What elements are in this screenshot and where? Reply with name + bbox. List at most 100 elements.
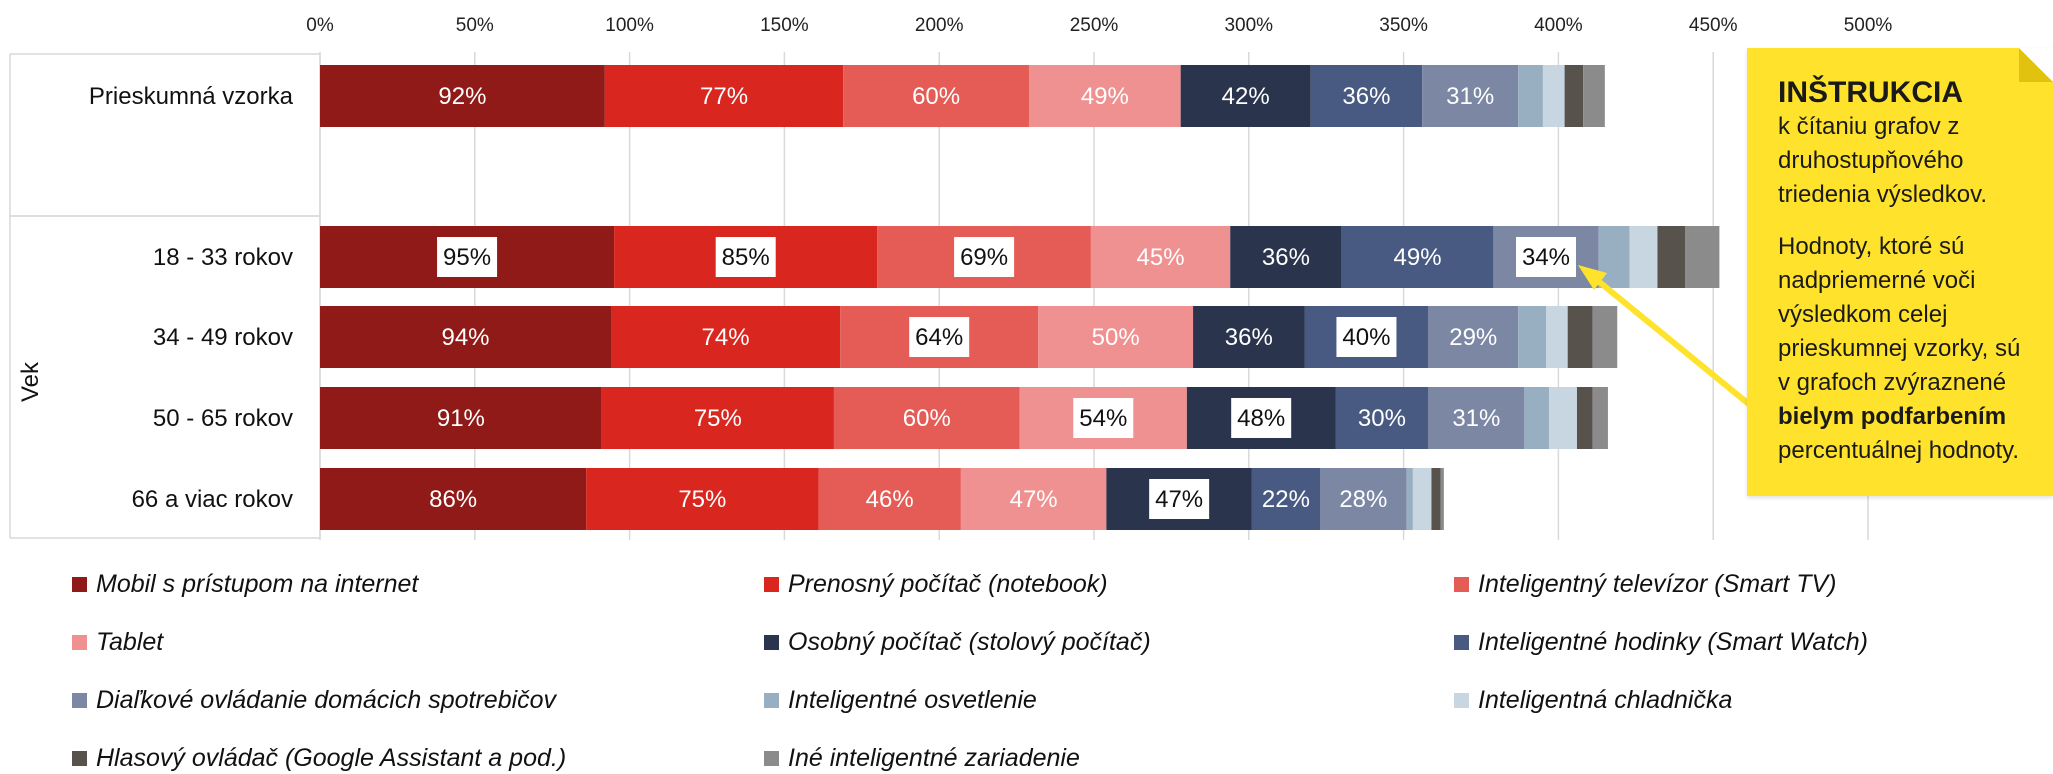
bar-segment [1592, 306, 1618, 368]
bar-segment [1335, 387, 1429, 449]
data-label: 69% [960, 244, 1008, 271]
bar-segment [1657, 226, 1686, 288]
row-label-frames [9, 53, 321, 539]
legend-label: Tablet [96, 628, 164, 656]
data-label: 74% [702, 324, 750, 351]
bar-segment [1428, 387, 1525, 449]
bar-segment [1180, 65, 1311, 127]
legend-item: Mobil s prístupom na internet [72, 570, 418, 599]
data-label: 28% [1339, 486, 1387, 513]
bar-segment [1038, 306, 1194, 368]
bar-segment [1564, 65, 1584, 127]
data-label: 48% [1237, 405, 1285, 432]
frame-age [9, 215, 321, 539]
note-paragraph-1: k čítaniu grafov z druhostupňového tried… [1778, 113, 1987, 208]
group-label-vek: Vek [17, 361, 44, 402]
data-label: 46% [866, 486, 914, 513]
note-text-bold: bielym podfarbením [1778, 403, 2007, 430]
bar-segment [1090, 226, 1231, 288]
note-pointer-arrow [1578, 265, 1752, 408]
data-label: 42% [1222, 83, 1270, 110]
legend-swatch [1454, 577, 1469, 592]
legend-label: Inteligentné hodinky (Smart Watch) [1478, 628, 1869, 656]
x-tick-label: 50% [456, 15, 494, 36]
data-labels: 92% 77% 60% 49% 42% 36% 31% 95% 85% 69% 45% 36% 49% 3… [429, 83, 1577, 519]
bar-segment [1518, 65, 1543, 127]
bar-segment [1028, 65, 1181, 127]
data-label: 94% [441, 324, 489, 351]
x-tick-label: 0% [306, 15, 334, 36]
x-tick-label: 200% [915, 15, 964, 36]
x-tick-label: 350% [1379, 15, 1428, 36]
category-label: Prieskumná vzorka [89, 83, 294, 110]
bar-segment [586, 468, 819, 530]
bars [320, 65, 1720, 530]
x-tick-label: 400% [1534, 15, 1583, 36]
legend-item: Inteligentná chladnička [1454, 686, 1732, 715]
data-label: 60% [912, 83, 960, 110]
data-label: 40% [1342, 324, 1390, 351]
bar-segment [1320, 468, 1407, 530]
bar-segment [1629, 226, 1658, 288]
highlight-box [954, 237, 1015, 277]
legend-label: Hlasový ovládač (Google Assistant a pod.… [96, 744, 567, 772]
bar-segment [1341, 226, 1494, 288]
category-label: 50 - 65 rokov [153, 405, 293, 432]
x-tick-label: 300% [1224, 15, 1273, 36]
legend-swatch [764, 693, 779, 708]
data-label: 91% [437, 405, 485, 432]
bar-segment [1251, 468, 1321, 530]
data-label: 49% [1394, 244, 1442, 271]
data-label: 45% [1137, 244, 1185, 271]
highlight-box [1149, 479, 1210, 519]
data-label: 36% [1342, 83, 1390, 110]
data-label: 31% [1452, 405, 1500, 432]
bar-segment [1542, 65, 1565, 127]
legend-label: Inteligentná chladnička [1478, 686, 1733, 714]
bar-segment [1592, 387, 1608, 449]
data-label: 30% [1358, 405, 1406, 432]
bar-segment [1310, 65, 1423, 127]
bar-segment [1431, 468, 1441, 530]
bar-segment [1230, 226, 1342, 288]
x-tick-label: 100% [605, 15, 654, 36]
legend-item: Prenosný počítač (notebook) [764, 570, 1108, 599]
legend-item: Hlasový ovládač (Google Assistant a pod.… [72, 744, 566, 773]
highlight-box [1336, 317, 1397, 357]
note-paragraph-2: Hodnoty, ktoré sú nadpriemerné voči výsl… [1778, 230, 2033, 468]
legend-label: Osobný počítač (stolový počítač) [788, 628, 1151, 656]
bar-segment [1685, 226, 1720, 288]
highlight-box [1231, 398, 1292, 438]
bar-segment [1193, 306, 1305, 368]
data-label: 47% [1010, 486, 1058, 513]
legend: Mobil s prístupom na internet Prenosný po… [72, 570, 1972, 774]
instruction-note: INŠTRUKCIA k čítaniu grafov z druhostupň… [1747, 48, 2053, 496]
bar-segment [1576, 387, 1593, 449]
data-label: 22% [1262, 486, 1310, 513]
highlight-box [1516, 237, 1577, 277]
legend-label: Mobil s prístupom na internet [96, 570, 419, 598]
data-label: 47% [1155, 486, 1203, 513]
legend-label: Inteligentné osvetlenie [788, 686, 1037, 714]
data-label: 29% [1449, 324, 1497, 351]
legend-item: Diaľkové ovládanie domácich spotrebičov [72, 686, 556, 715]
legend-item: Inteligentné osvetlenie [764, 686, 1037, 715]
bar-segment [1440, 468, 1444, 530]
data-label: 60% [903, 405, 951, 432]
bar-segment [960, 468, 1107, 530]
data-label: 95% [443, 244, 491, 271]
bar-segment [818, 468, 961, 530]
note-text-before: Hodnoty, ktoré sú nadpriemerné voči výsl… [1778, 233, 2021, 396]
legend-swatch [1454, 635, 1469, 650]
legend-label: Iné inteligentné zariadenie [788, 744, 1080, 772]
highlight-box [437, 237, 498, 277]
bar-segment [1598, 226, 1630, 288]
legend-item: Iné inteligentné zariadenie [764, 744, 1080, 773]
bar-segment [1567, 306, 1593, 368]
highlight-box [1073, 398, 1134, 438]
bar-segment [320, 65, 605, 127]
note-title: INŠTRUKCIA [1778, 76, 1963, 109]
frame-sample [9, 53, 321, 217]
x-tick-label: 150% [760, 15, 809, 36]
